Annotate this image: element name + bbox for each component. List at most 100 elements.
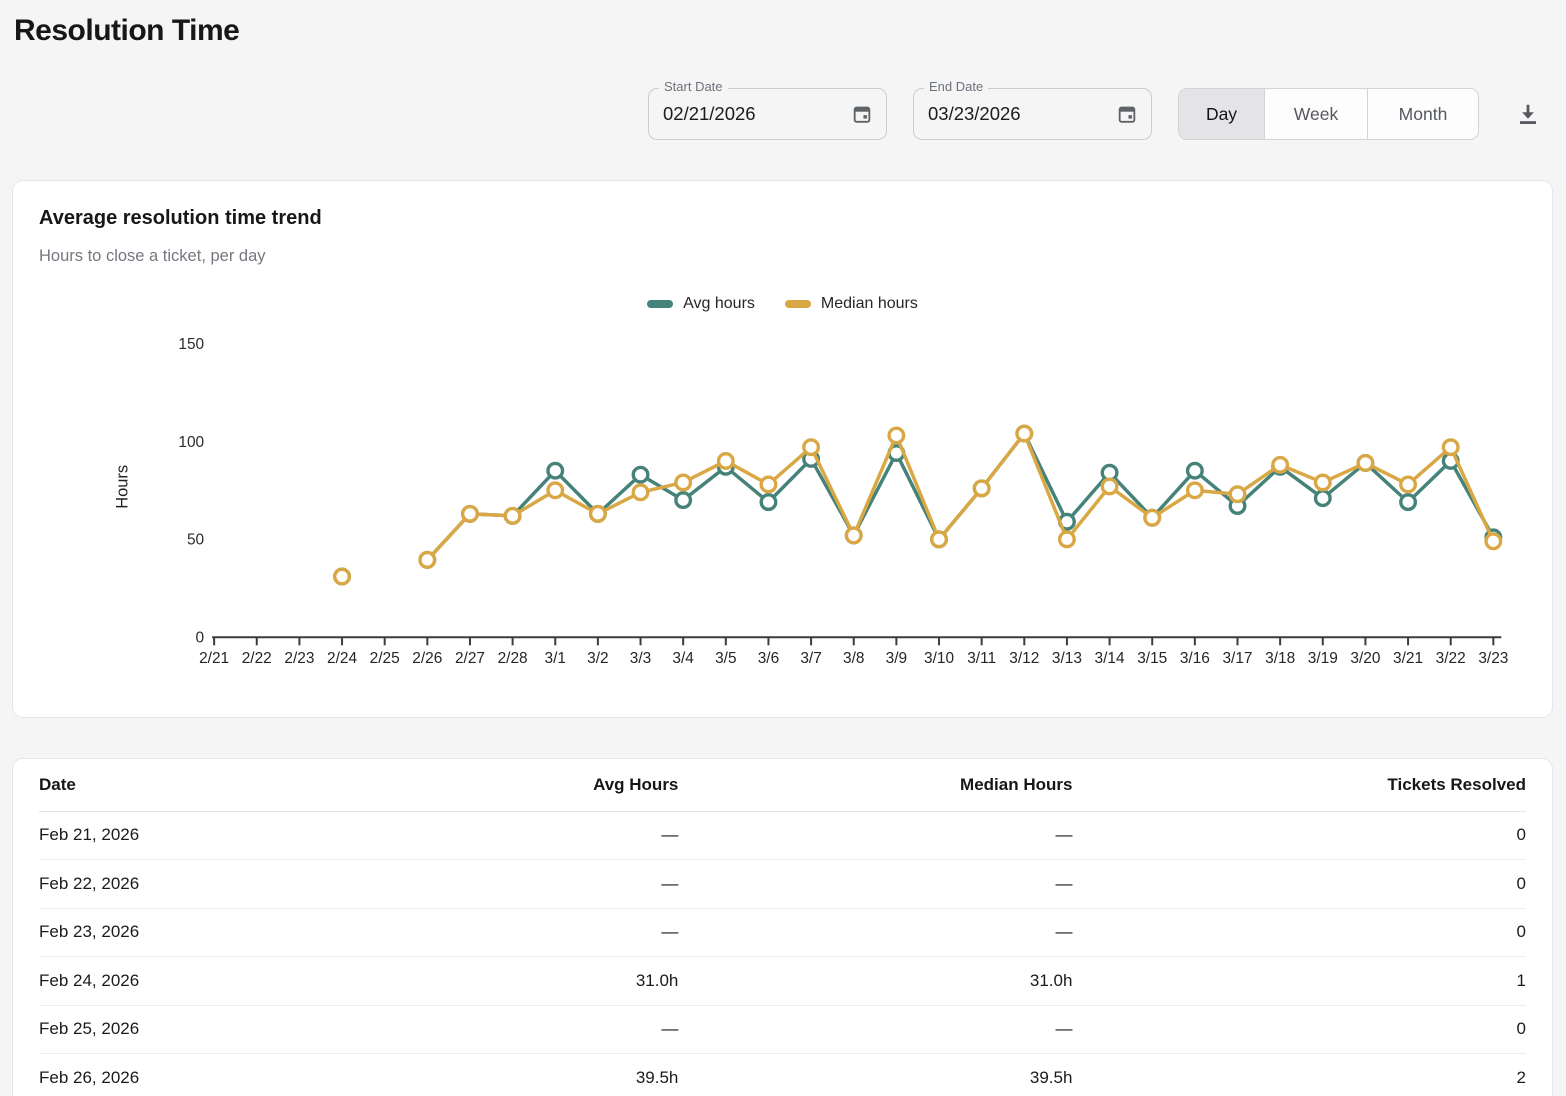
x-axis-tick-label: 3/18 [1265, 650, 1295, 667]
data-point [418, 550, 437, 569]
x-axis-tick-label: 3/11 [967, 650, 996, 667]
granularity-day-button[interactable]: Day [1179, 89, 1265, 139]
table-row: Feb 22, 2026— —0 [39, 859, 1526, 909]
cell-date: Feb 26, 2026 [39, 1053, 463, 1096]
x-axis-tick-label: 3/17 [1222, 650, 1252, 667]
data-point [460, 504, 479, 523]
x-axis-tick-label: 3/14 [1095, 650, 1125, 667]
column-header-avg-hours: Avg Hours [462, 759, 679, 812]
granularity-toggle: Day Week Month [1178, 88, 1479, 140]
x-axis-tick-label: 3/7 [800, 650, 821, 667]
data-point [1356, 453, 1375, 472]
x-axis-tick-label: 3/19 [1308, 650, 1338, 667]
chart-card: Average resolution time trend Hours to c… [12, 180, 1553, 718]
data-point [1057, 530, 1076, 549]
x-axis-tick-label: 3/23 [1478, 650, 1508, 667]
data-point [1185, 461, 1204, 480]
cell-date: Feb 22, 2026 [39, 859, 463, 909]
start-date-input[interactable] [663, 103, 823, 125]
y-axis-tick-label: 100 [178, 434, 204, 451]
data-point [1484, 532, 1503, 551]
x-axis-tick-label: 3/10 [924, 650, 954, 667]
data-point [887, 426, 906, 445]
cell-tickets: 0 [1072, 1005, 1526, 1054]
cell-median: 39.5h [678, 1053, 1073, 1096]
x-axis-tick-label: 3/20 [1350, 650, 1380, 667]
table-row: Feb 23, 2026— —0 [39, 908, 1526, 957]
legend-label: Median hours [820, 295, 918, 312]
y-axis-tick-label: 50 [187, 532, 204, 549]
chart-subtitle: Hours to close a ticket, per day [39, 247, 266, 265]
x-axis-tick-label: 3/16 [1180, 650, 1210, 667]
data-point [546, 481, 565, 500]
x-axis-tick-label: 3/5 [715, 650, 736, 667]
cell-avg: 39.5h [462, 1053, 679, 1096]
cell-median: 31.0h [678, 956, 1073, 1006]
column-header-median-hours: Median Hours [678, 759, 1073, 812]
data-point [1228, 485, 1247, 504]
x-axis-tick-label: 3/22 [1436, 650, 1466, 667]
table-body: Feb 21, 2026— —0 Feb 22, 2026— —0 Feb 23, 20… [39, 811, 1526, 1096]
download-button[interactable] [1515, 101, 1541, 127]
cell-tickets: 0 [1072, 908, 1526, 957]
summary-table: Date Avg Hours Median Hours Tickets Reso… [39, 759, 1526, 1096]
cell-avg: 31.0h [462, 956, 679, 1006]
x-axis-tick-label: 3/2 [587, 650, 608, 667]
data-point [1313, 489, 1332, 508]
cell-date: Feb 24, 2026 [39, 956, 463, 1006]
chart-svg: 2/21 2/22 2/23 2/24 2/25 2/26 2/27 2/28 3/1 3/2 3/… [113, 336, 1508, 667]
x-axis-tick-label: 3/21 [1393, 650, 1423, 667]
table-row: Feb 21, 2026— —0 [39, 811, 1526, 860]
column-header-date: Date [39, 759, 463, 812]
start-date-calendar-button[interactable] [850, 102, 874, 126]
end-date-field[interactable]: End Date [913, 80, 1152, 140]
data-point [802, 438, 821, 457]
y-axis-title: Hours [113, 465, 131, 509]
data-point [588, 504, 607, 523]
data-point [759, 493, 778, 512]
x-axis-tick-label: 2/22 [242, 650, 272, 667]
start-date-field[interactable]: Start Date [648, 80, 887, 140]
granularity-month-button[interactable]: Month [1368, 89, 1478, 139]
chart-title: Average resolution time trend [39, 207, 322, 229]
x-axis-tick-label: 2/25 [370, 650, 400, 667]
data-point [844, 526, 863, 545]
table-row: Feb 26, 2026 39.5h 39.5h 2 [39, 1053, 1526, 1096]
legend-swatch [784, 300, 811, 308]
end-date-calendar-button[interactable] [1115, 102, 1139, 126]
cell-tickets: 0 [1072, 859, 1526, 909]
end-date-input[interactable] [928, 103, 1088, 125]
filter-controls: Start Date End Date Day Week Month [648, 80, 1541, 140]
series-line [425, 431, 1496, 562]
x-axis-tick-label: 3/4 [672, 650, 694, 667]
table-row: Feb 25, 2026— —0 [39, 1005, 1526, 1054]
column-header-tickets-resolved: Tickets Resolved [1072, 759, 1526, 812]
x-axis-tick-label: 3/8 [843, 650, 864, 667]
legend-item: Median hours [784, 295, 918, 313]
data-point [1313, 473, 1332, 492]
data-point [674, 491, 693, 510]
legend-label: Avg hours [683, 295, 755, 312]
data-point [503, 506, 522, 525]
x-axis-tick-label: 3/15 [1137, 650, 1167, 667]
legend-swatch [647, 300, 674, 308]
granularity-week-button[interactable]: Week [1265, 89, 1368, 139]
x-axis-tick-label: 3/3 [630, 650, 651, 667]
x-axis-tick-label: 3/13 [1052, 650, 1082, 667]
x-axis-tick-label: 2/23 [284, 650, 314, 667]
legend-item: Avg hours [647, 295, 755, 313]
series-line [425, 431, 1496, 562]
data-point [1271, 455, 1290, 474]
x-axis-tick-label: 3/9 [886, 650, 907, 667]
data-point [1399, 475, 1418, 494]
data-point [930, 530, 948, 549]
start-date-label: Start Date [659, 80, 728, 94]
cell-median: — [678, 811, 1073, 860]
x-axis-tick-label: 2/28 [498, 650, 528, 667]
table-header-row: Date Avg Hours Median Hours Tickets Reso… [39, 759, 1526, 812]
cell-median: — [678, 1005, 1073, 1054]
data-point [716, 451, 735, 470]
x-axis-tick-label: 3/12 [1009, 650, 1039, 667]
cell-avg: — [462, 811, 679, 860]
data-point [1100, 477, 1119, 496]
